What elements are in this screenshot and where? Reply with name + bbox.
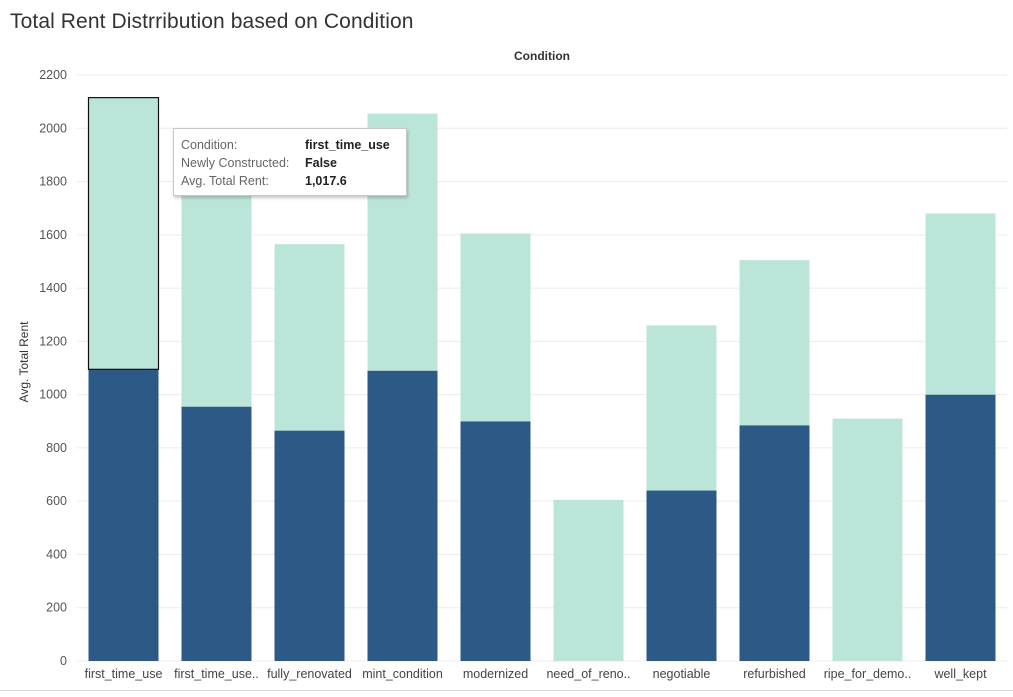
y-tick-label: 2200	[39, 68, 67, 82]
bottom-divider	[0, 690, 1013, 691]
tooltip-row-newly-constructed: Newly Constructed: False	[181, 156, 406, 174]
tooltip-value: False	[305, 156, 337, 170]
y-tick-label: 1800	[39, 175, 67, 189]
y-axis-label: Avg. Total Rent	[17, 321, 31, 403]
bar-segment[interactable]	[739, 260, 810, 426]
bar-segment[interactable]	[274, 244, 345, 431]
bar-segment[interactable]	[646, 490, 717, 661]
tooltip-value: first_time_use	[305, 138, 390, 152]
bar-segment[interactable]	[553, 499, 624, 661]
x-tick-label: mint_condition	[362, 667, 443, 681]
tooltip-row-condition: Condition: first_time_use	[181, 138, 406, 156]
bar-segment[interactable]	[739, 425, 810, 661]
bar-segment[interactable]	[181, 406, 252, 661]
y-tick-label: 2000	[39, 121, 67, 135]
x-tick-label: first_time_use	[85, 667, 163, 681]
tooltip-value: 1,017.6	[305, 174, 347, 188]
tooltip-key: Avg. Total Rent:	[181, 174, 269, 188]
x-tick-label: refurbished	[743, 667, 806, 681]
bar-segment[interactable]	[87, 97, 160, 370]
y-tick-label: 1200	[39, 334, 67, 348]
tooltip: Condition: first_time_use Newly Construc…	[173, 128, 407, 196]
bar-segment[interactable]	[274, 430, 345, 661]
x-tick-label: need_of_reno..	[546, 667, 630, 681]
chart-title: Total Rent Distrribution based on Condit…	[10, 10, 414, 33]
tooltip-row-avg-total-rent: Avg. Total Rent: 1,017.6	[181, 174, 406, 192]
bar-segment[interactable]	[832, 418, 903, 661]
x-tick-label: well_kept	[933, 667, 987, 681]
x-tick-label: negotiable	[653, 667, 711, 681]
bar-segment[interactable]	[460, 233, 531, 422]
y-tick-label: 1600	[39, 228, 67, 242]
bar-segment[interactable]	[367, 370, 438, 661]
x-tick-label: first_time_use..	[174, 667, 259, 681]
bar-segment[interactable]	[925, 394, 996, 661]
y-axis-ticks: 0 200 400 600 800 1000 1200 1400 1600 1800 2000 220…	[39, 68, 67, 668]
y-tick-label: 400	[46, 547, 67, 561]
tooltip-key: Newly Constructed:	[181, 156, 290, 170]
x-tick-label: modernized	[463, 667, 528, 681]
y-tick-label: 600	[46, 494, 67, 508]
x-tick-label: fully_renovated	[267, 667, 352, 681]
bar-segment[interactable]	[646, 325, 717, 491]
y-tick-label: 1000	[39, 388, 67, 402]
column-header: Condition	[514, 49, 570, 63]
y-tick-label: 800	[46, 441, 67, 455]
bar-segment[interactable]	[460, 421, 531, 661]
y-tick-label: 200	[46, 601, 67, 615]
x-tick-label: ripe_for_demo..	[824, 667, 912, 681]
y-tick-label: 1400	[39, 281, 67, 295]
bar-segment[interactable]	[88, 369, 159, 661]
y-tick-label: 0	[60, 654, 67, 668]
bar-segment[interactable]	[925, 213, 996, 395]
x-axis-ticks: first_time_use first_time_use.. fully_reno…	[85, 667, 987, 681]
tooltip-key: Condition:	[181, 138, 238, 152]
